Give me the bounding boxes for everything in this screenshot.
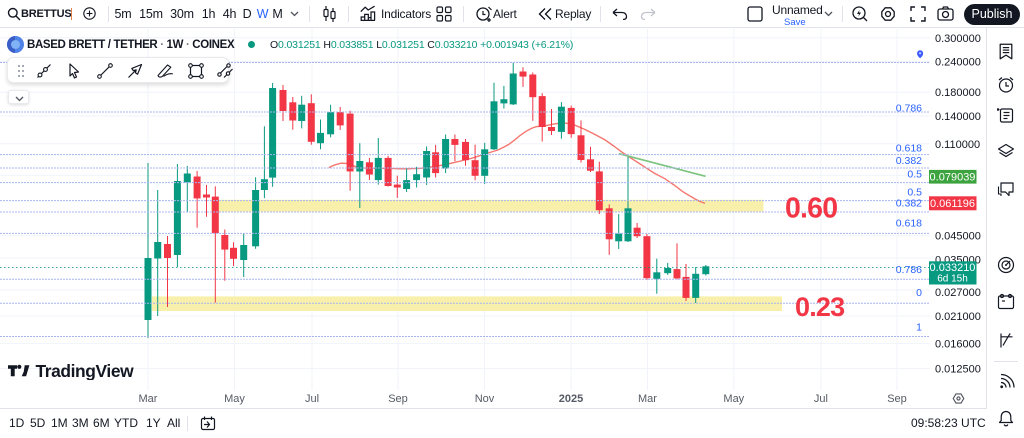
svg-text:1: 1: [916, 322, 922, 334]
svg-text:Mar: Mar: [139, 393, 158, 405]
svg-text:0.23: 0.23: [795, 292, 845, 322]
svg-text:Mar: Mar: [638, 393, 657, 405]
svg-text:0.140000: 0.140000: [935, 111, 981, 123]
svg-text:0.021000: 0.021000: [935, 311, 981, 323]
svg-text:2025: 2025: [559, 393, 583, 405]
svg-text:Jul: Jul: [814, 393, 828, 405]
svg-text:0.5: 0.5: [907, 169, 922, 181]
svg-text:0.240000: 0.240000: [935, 57, 981, 69]
svg-text:Sep: Sep: [887, 393, 907, 405]
svg-text:0.786: 0.786: [896, 264, 922, 276]
svg-text:0.079039: 0.079039: [930, 171, 976, 183]
svg-text:0.045000: 0.045000: [935, 231, 981, 243]
svg-text:0: 0: [916, 287, 922, 299]
svg-text:May: May: [224, 393, 245, 405]
svg-text:0.382: 0.382: [896, 198, 922, 210]
svg-text:0.5: 0.5: [907, 187, 922, 199]
svg-text:Sep: Sep: [388, 393, 408, 405]
svg-text:6d 15h: 6d 15h: [937, 274, 968, 285]
svg-text:TradingView: TradingView: [36, 363, 135, 380]
svg-text:0.618: 0.618: [896, 143, 922, 155]
svg-text:0.061196: 0.061196: [930, 198, 975, 210]
svg-text:0.033210: 0.033210: [930, 262, 976, 274]
svg-text:0.110000: 0.110000: [935, 139, 980, 151]
svg-text:0.016000: 0.016000: [935, 338, 981, 350]
svg-text:0.786: 0.786: [896, 103, 922, 115]
svg-text:0.382: 0.382: [896, 155, 922, 167]
svg-text:0.027000: 0.027000: [935, 287, 981, 299]
svg-text:Nov: Nov: [475, 393, 495, 405]
svg-text:Jul: Jul: [305, 393, 319, 405]
svg-text:May: May: [723, 393, 744, 405]
svg-text:0.618: 0.618: [896, 218, 922, 230]
svg-text:0.012500: 0.012500: [935, 364, 981, 376]
svg-text:0.300000: 0.300000: [935, 33, 981, 45]
svg-text:0.60: 0.60: [785, 193, 837, 225]
svg-text:0.180000: 0.180000: [935, 87, 981, 99]
